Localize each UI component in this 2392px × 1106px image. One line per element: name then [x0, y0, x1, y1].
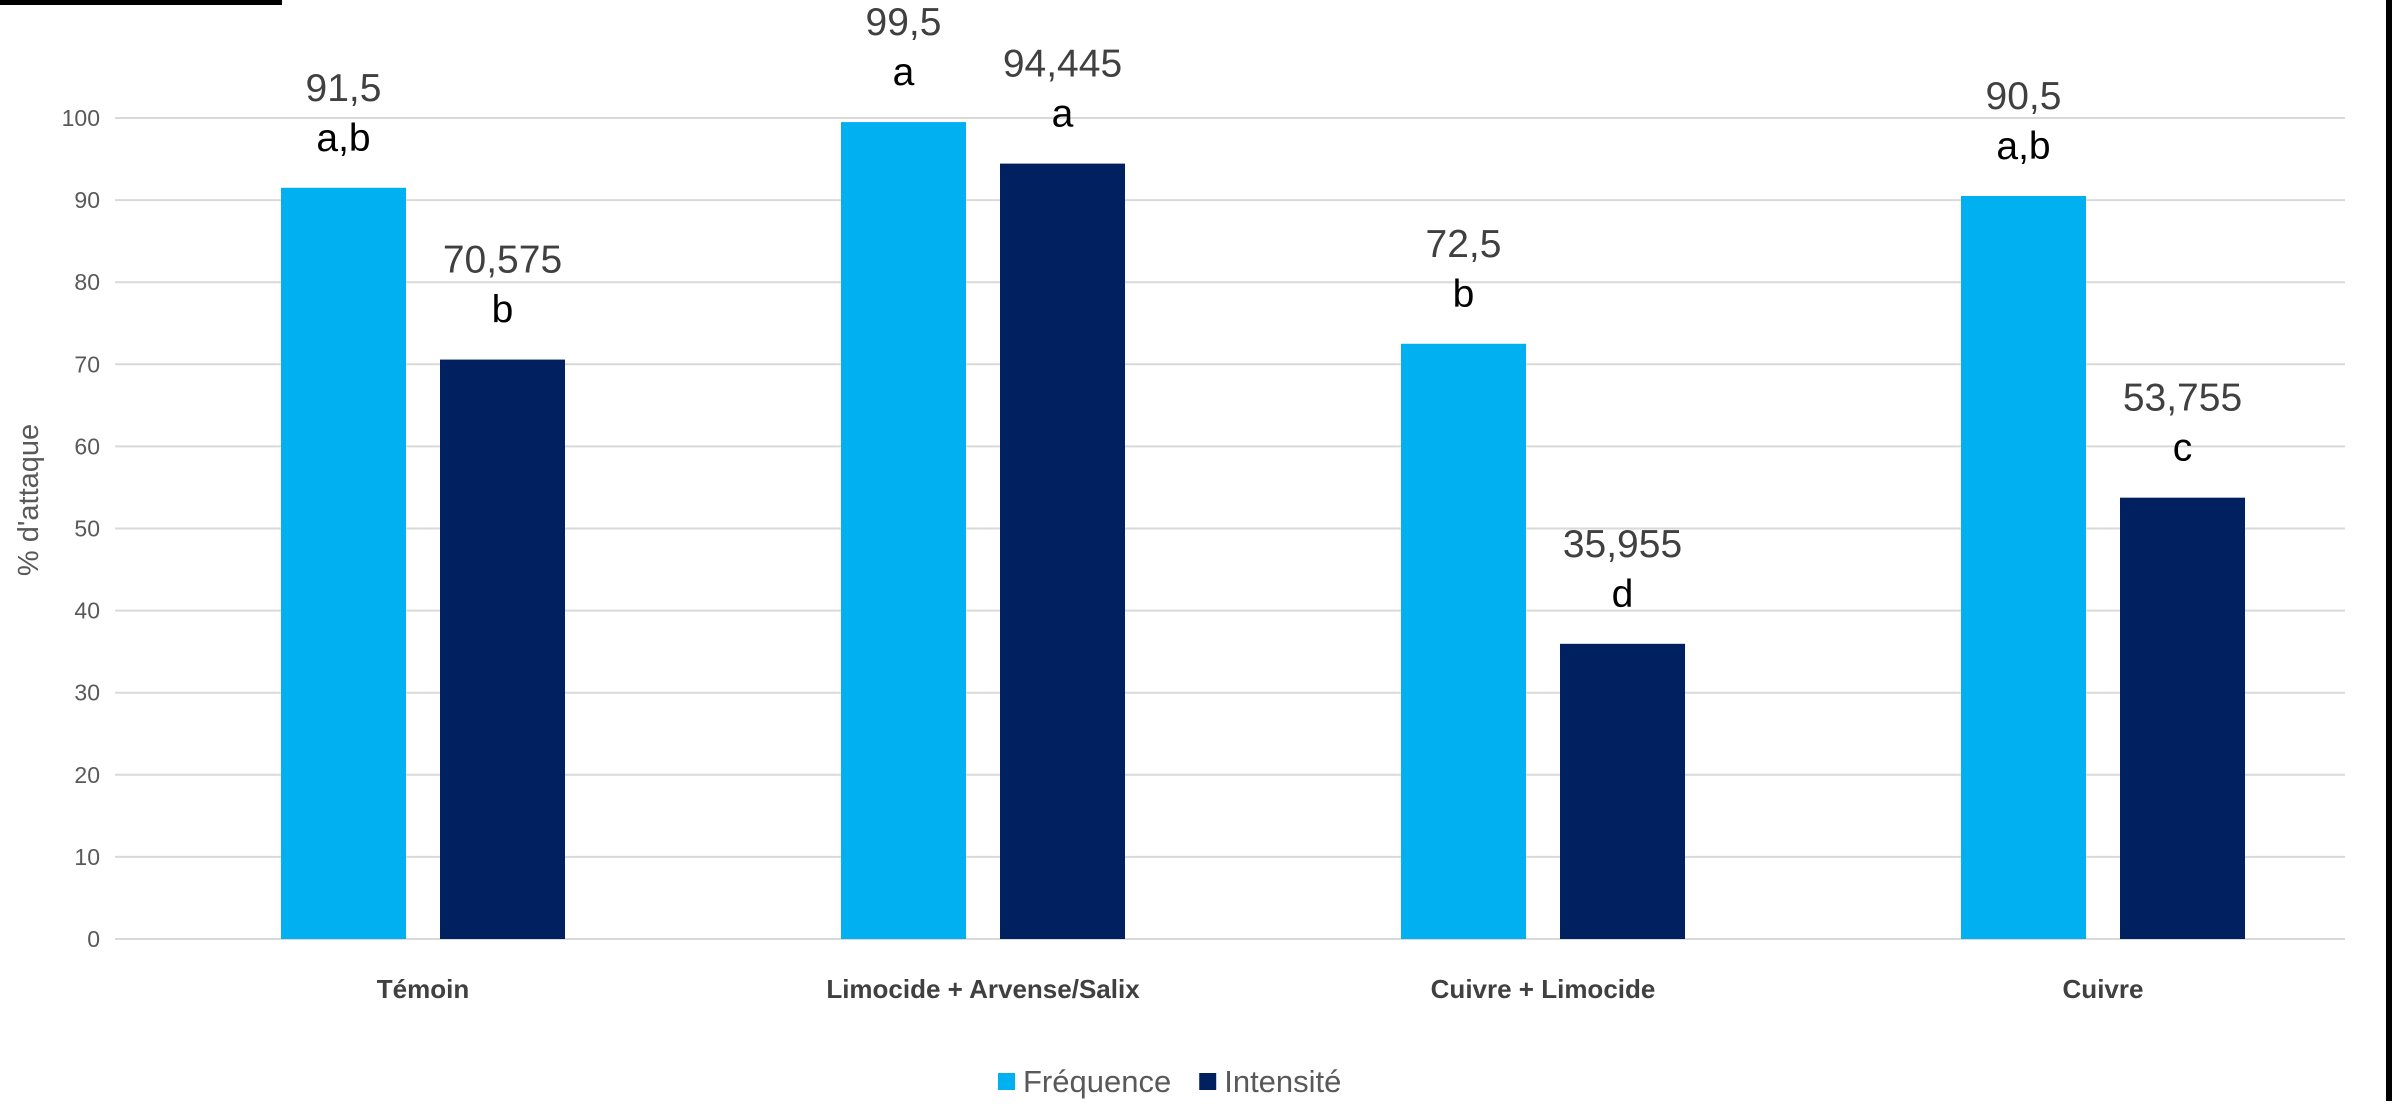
y-tick-label: 100 [62, 105, 100, 131]
significance-letter: a,b [316, 117, 370, 160]
legend-label: Fréquence [1023, 1064, 1171, 1099]
significance-letter: c [2173, 427, 2193, 470]
data-label: 90,5 [1986, 75, 2062, 118]
data-label: 91,5 [306, 67, 382, 110]
data-label: 70,575 [443, 239, 562, 282]
y-tick-label: 20 [74, 762, 100, 788]
significance-letter: d [1612, 573, 1634, 616]
bar [2120, 497, 2245, 939]
data-label: 94,445 [1003, 43, 1122, 86]
data-label: 99,5 [866, 1, 942, 44]
significance-letter: b [1453, 273, 1475, 316]
bar [1401, 343, 1526, 939]
bar [1560, 643, 1685, 939]
data-label: 72,5 [1426, 223, 1502, 266]
x-category-label: Limocide + Arvense/Salix [826, 974, 1140, 1004]
bar [1000, 163, 1125, 939]
bar [281, 187, 406, 939]
x-category-label: Cuivre + Limocide [1431, 974, 1656, 1004]
significance-letter: b [492, 289, 514, 332]
significance-letter: a [1052, 93, 1074, 136]
legend-label: Intensité [1224, 1064, 1341, 1099]
significance-letter: a,b [1996, 125, 2050, 168]
y-tick-label: 30 [74, 680, 100, 706]
y-tick-label: 10 [74, 844, 100, 870]
y-tick-label: 50 [74, 516, 100, 542]
y-tick-label: 60 [74, 433, 100, 459]
x-category-label: Cuivre [2063, 974, 2144, 1004]
bar [440, 359, 565, 940]
image-thumbnail-edge [0, 0, 282, 5]
legend-swatch [998, 1073, 1015, 1090]
y-tick-label: 80 [74, 269, 100, 295]
frame-border [2386, 0, 2392, 1101]
y-tick-label: 90 [74, 187, 100, 213]
y-tick-label: 40 [74, 598, 100, 624]
significance-letter: a [893, 51, 915, 94]
y-axis-label: % d'attaque [13, 424, 45, 576]
data-label: 35,955 [1563, 523, 1682, 566]
data-label: 53,755 [2123, 377, 2242, 420]
y-tick-label: 0 [87, 926, 100, 952]
x-category-label: Témoin [377, 974, 469, 1004]
legend-swatch [1199, 1073, 1217, 1090]
bar [1961, 195, 2086, 939]
y-tick-label: 70 [74, 351, 100, 377]
bar [841, 122, 966, 940]
